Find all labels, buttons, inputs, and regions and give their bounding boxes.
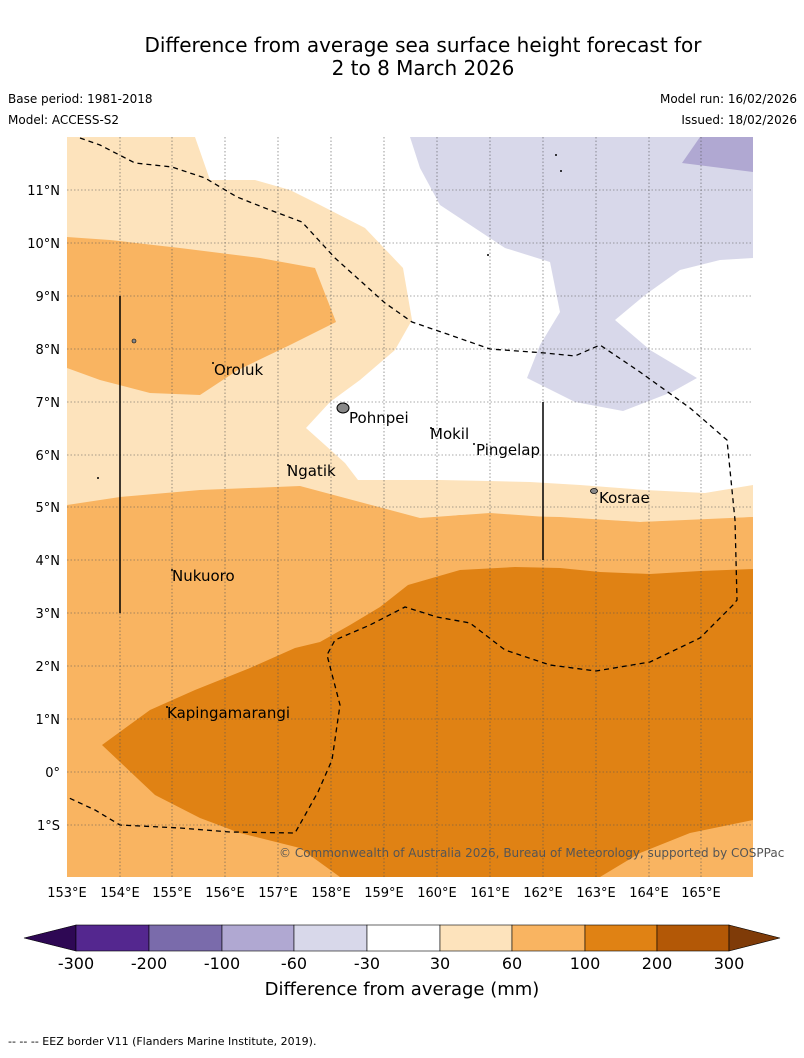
place-label-kosrae: Kosrae bbox=[599, 489, 650, 507]
small-island-west bbox=[131, 338, 137, 344]
lat-label: 9°N bbox=[36, 290, 61, 305]
colorbar-tick-label: -200 bbox=[131, 954, 167, 973]
lat-label: 10°N bbox=[27, 237, 60, 252]
place-label-nukuoro: Nukuoro bbox=[172, 567, 235, 585]
islet-marker bbox=[560, 170, 562, 172]
lat-label: 5°N bbox=[36, 501, 61, 516]
lon-label: 156°E bbox=[205, 886, 245, 901]
latitude-labels: 11°N 10°N 9°N 8°N 7°N 6°N 5°N 4°N 3°N 2°… bbox=[27, 184, 60, 834]
colorbar-extend-high bbox=[728, 924, 781, 952]
colorbar-segment bbox=[656, 924, 730, 952]
lat-label: 2°N bbox=[36, 660, 61, 675]
lon-label: 162°E bbox=[523, 886, 563, 901]
copyright-text: © Commonwealth of Australia 2026, Bureau… bbox=[279, 846, 784, 860]
lon-label: 160°E bbox=[417, 886, 457, 901]
colorbar-tick-label: 100 bbox=[570, 954, 601, 973]
lat-label: 1°N bbox=[36, 713, 61, 728]
lon-label: 157°E bbox=[258, 886, 298, 901]
colorbar-segment bbox=[584, 924, 658, 952]
lon-label: 158°E bbox=[311, 886, 351, 901]
title-line-2: 2 to 8 March 2026 bbox=[331, 56, 515, 80]
colorbar bbox=[23, 924, 781, 952]
mokil-atoll-marker bbox=[430, 427, 432, 429]
colorbar-tick-label: -60 bbox=[281, 954, 307, 973]
islet-marker bbox=[487, 254, 489, 256]
colorbar-segment bbox=[439, 924, 513, 952]
place-label-pohnpei: Pohnpei bbox=[349, 409, 409, 427]
pohnpei-island bbox=[336, 402, 350, 414]
colorbar-tick-label: 30 bbox=[430, 954, 450, 973]
grid bbox=[67, 137, 753, 877]
lon-label: 155°E bbox=[152, 886, 192, 901]
lat-label: 0° bbox=[45, 766, 60, 781]
model-name: Model: ACCESS-S2 bbox=[8, 113, 120, 127]
title-line-1: Difference from average sea surface heig… bbox=[144, 33, 702, 57]
lat-label: 4°N bbox=[36, 554, 61, 569]
longitude-labels: 153°E 154°E 155°E 156°E 157°E 158°E 159°… bbox=[47, 886, 721, 901]
lon-label: 163°E bbox=[576, 886, 616, 901]
lon-label: 159°E bbox=[364, 886, 404, 901]
colorbar-tick-label: -100 bbox=[204, 954, 240, 973]
place-label-mokil: Mokil bbox=[430, 425, 469, 443]
colorbar-tick-label: 300 bbox=[714, 954, 745, 973]
colorbar-segment bbox=[221, 924, 295, 952]
colorbar-extend-low bbox=[23, 924, 77, 952]
lat-label: 1°S bbox=[37, 819, 60, 834]
colorbar-tick-label: -30 bbox=[354, 954, 380, 973]
colorbar-segment bbox=[366, 924, 441, 952]
band-100-200 bbox=[102, 567, 753, 877]
islet-marker bbox=[555, 154, 557, 156]
colorbar-segment bbox=[511, 924, 586, 952]
issued-date: Issued: 18/02/2026 bbox=[681, 113, 797, 127]
model-run: Model run: 16/02/2026 bbox=[659, 92, 797, 106]
colorbar-segment bbox=[148, 924, 223, 952]
nukuoro-atoll-marker bbox=[171, 569, 173, 571]
place-label-oroluk: Oroluk bbox=[214, 361, 263, 379]
place-label-pingelap: Pingelap bbox=[476, 441, 540, 459]
colorbar-labels: -300 -200 -100 -60 -30 30 60 100 200 300 bbox=[58, 954, 744, 973]
colorbar-tick-label: 200 bbox=[642, 954, 673, 973]
kosrae-island bbox=[590, 488, 598, 494]
lat-label: 8°N bbox=[36, 343, 61, 358]
place-label-ngatik: Ngatik bbox=[287, 462, 336, 480]
lon-label: 165°E bbox=[681, 886, 721, 901]
lon-label: 153°E bbox=[47, 886, 87, 901]
colorbar-segment bbox=[75, 924, 150, 952]
colorbar-tick-label: 60 bbox=[502, 954, 522, 973]
place-label-kapingamarangi: Kapingamarangi bbox=[167, 704, 290, 722]
lat-label: 3°N bbox=[36, 607, 61, 622]
lat-label: 7°N bbox=[36, 396, 61, 411]
eez-border bbox=[66, 137, 738, 834]
band-60-100-north bbox=[67, 237, 336, 395]
lat-label: 11°N bbox=[27, 184, 60, 199]
colorbar-segment bbox=[293, 924, 368, 952]
lon-label: 154°E bbox=[100, 886, 140, 901]
colorbar-title: Difference from average (mm) bbox=[265, 979, 540, 1000]
ngatik-atoll-marker bbox=[287, 464, 289, 466]
colorbar-tick-label: -300 bbox=[58, 954, 94, 973]
base-period: Base period: 1981-2018 bbox=[8, 92, 153, 106]
lon-label: 164°E bbox=[629, 886, 669, 901]
kapingamarangi-atoll-marker bbox=[166, 706, 168, 708]
pingelap-atoll-marker bbox=[473, 443, 475, 445]
eez-legend-note: -- -- -- EEZ border V11 (Flanders Marine… bbox=[8, 1035, 317, 1048]
lat-label: 6°N bbox=[36, 449, 61, 464]
lon-label: 161°E bbox=[470, 886, 510, 901]
band-neg-100-60 bbox=[682, 137, 753, 172]
islet-marker bbox=[97, 477, 99, 479]
oroluk-atoll-marker bbox=[212, 362, 214, 364]
band-neg-60-30 bbox=[410, 137, 753, 411]
